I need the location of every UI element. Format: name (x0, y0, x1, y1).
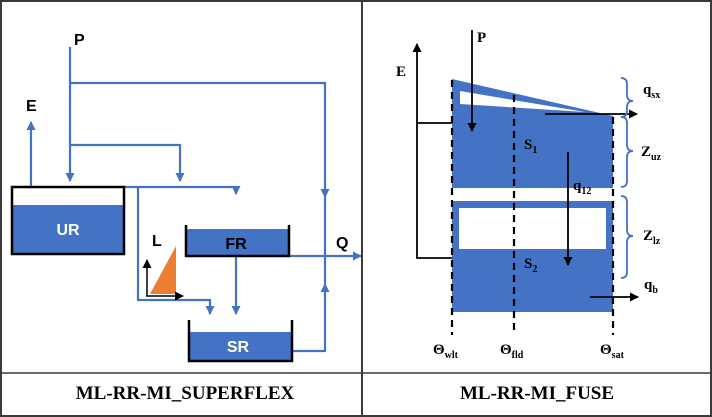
qsx-label: qsx (643, 82, 660, 101)
split-to-sr-arrow (136, 187, 215, 315)
ur-label: UR (56, 222, 80, 239)
qb-label: qb (644, 277, 658, 296)
superflex-panel (26, 47, 362, 353)
fuse-precip-label: P (477, 30, 486, 46)
superflex-caption: ML-RR-MI_SUPERFLEX (76, 383, 295, 404)
fuse-evap-axis (412, 43, 452, 259)
precip-label: P (74, 32, 85, 49)
ur-to-fr-arrow (124, 185, 241, 195)
fuse-caption: ML-RR-MI_FUSE (460, 383, 614, 404)
ur-reservoir (10, 185, 126, 256)
fr-reservoir (184, 225, 291, 258)
fuse-upper-zone (452, 79, 613, 188)
sr-reservoir (187, 320, 294, 363)
discharge-label: Q (336, 235, 348, 252)
theta-sat-label: Θsat (600, 342, 625, 361)
zlz-bracket (620, 195, 634, 279)
theta-fld-label: Θfld (500, 342, 524, 361)
fuse-evap-label: E (396, 64, 406, 80)
zone-brackets (620, 77, 634, 279)
lag-function-icon (142, 246, 184, 301)
zuz-bracket (620, 116, 634, 188)
bypass-flow-arrow (70, 81, 330, 198)
lag-label: L (152, 233, 162, 250)
evap-label: E (26, 98, 37, 115)
s1-label: S1 (524, 137, 537, 156)
sr-outflow-arrow (292, 283, 330, 353)
qsx-bracket (620, 77, 634, 118)
theta-wlt-label: Θwlt (433, 342, 459, 361)
s2-label: S2 (524, 256, 537, 275)
q12-label: q12 (573, 178, 591, 197)
fuse-lower-zone (452, 201, 613, 312)
branch-flow-arrow (70, 143, 185, 182)
fr-label: FR (225, 236, 247, 253)
zlz-label: Zlz (643, 228, 661, 247)
sr-label: SR (227, 339, 250, 356)
zuz-label: Zuz (641, 144, 662, 163)
